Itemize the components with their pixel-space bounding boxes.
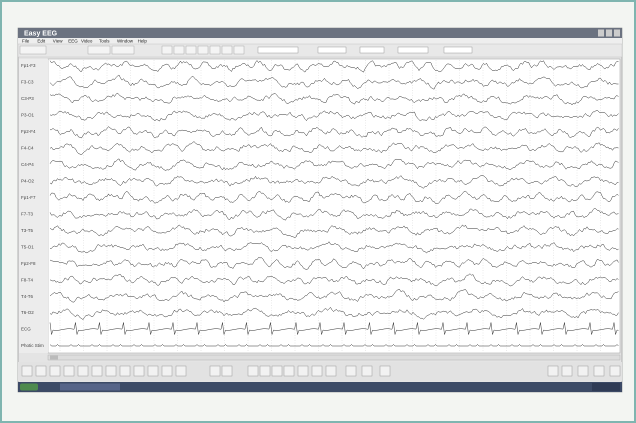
channel-label: F7-T3	[21, 211, 33, 216]
toolbar-button[interactable]	[210, 46, 220, 54]
minimize-button[interactable]	[598, 30, 604, 37]
channel-label: Fp1-F3	[21, 63, 36, 68]
toolbar-button[interactable]	[112, 46, 134, 54]
window-title: Easy EEG	[24, 30, 58, 37]
dropdown[interactable]	[360, 47, 384, 53]
channel-label: T3-T5	[21, 228, 33, 233]
channel-label: P4-O2	[21, 178, 35, 183]
toolbar-button[interactable]	[198, 46, 208, 54]
channel-label: Fp2-F4	[21, 129, 36, 134]
control-button[interactable]	[610, 366, 620, 376]
dropdown[interactable]	[444, 47, 472, 53]
menu-item[interactable]: Edit	[37, 38, 46, 43]
control-button[interactable]	[134, 366, 144, 376]
control-button[interactable]	[326, 366, 336, 376]
toolbar-button[interactable]	[186, 46, 196, 54]
channel-label: F8-T4	[21, 277, 33, 282]
menu-item[interactable]: View	[53, 38, 63, 43]
control-button[interactable]	[578, 366, 588, 376]
control-button[interactable]	[148, 366, 158, 376]
control-button[interactable]	[362, 366, 372, 376]
control-button[interactable]	[106, 366, 116, 376]
menu-item[interactable]: Tools	[99, 38, 110, 43]
control-button[interactable]	[162, 366, 172, 376]
menu-item[interactable]: File	[22, 38, 30, 43]
channel-label: Fp2-F8	[21, 261, 36, 266]
start-button[interactable]	[20, 384, 38, 391]
control-button[interactable]	[92, 366, 102, 376]
control-button[interactable]	[22, 366, 32, 376]
control-button[interactable]	[78, 366, 88, 376]
toolbar-button[interactable]	[88, 46, 110, 54]
channel-label: ECG	[21, 327, 31, 332]
close-button[interactable]	[614, 30, 620, 37]
control-button[interactable]	[272, 366, 282, 376]
channel-label: T5-O1	[21, 244, 34, 249]
scroll-thumb[interactable]	[50, 356, 58, 360]
menu-item[interactable]: Help	[138, 38, 148, 43]
menu-item[interactable]: Window	[117, 38, 134, 43]
toolbar-button[interactable]	[234, 46, 244, 54]
control-button[interactable]	[248, 366, 258, 376]
control-button[interactable]	[594, 366, 604, 376]
control-button[interactable]	[50, 366, 60, 376]
scroll-bar[interactable]	[48, 355, 620, 360]
control-button[interactable]	[120, 366, 130, 376]
control-button[interactable]	[284, 366, 294, 376]
dropdown[interactable]	[318, 47, 346, 53]
channel-label: Photic Stim	[21, 343, 44, 348]
maximize-button[interactable]	[606, 30, 612, 37]
channel-label: F4-C4	[21, 146, 34, 151]
channel-label-column	[19, 59, 48, 353]
channel-label: Fp1-F7	[21, 195, 36, 200]
channel-label: P3-O1	[21, 113, 35, 118]
channel-label: C3-P3	[21, 96, 34, 101]
control-button[interactable]	[562, 366, 572, 376]
eeg-window: Easy EEG File Edit View EEGVideo Tools Window…	[0, 0, 636, 423]
dropdown[interactable]	[258, 47, 298, 53]
toolbar-button[interactable]	[20, 46, 46, 54]
taskbar-item[interactable]	[60, 384, 120, 391]
system-tray	[592, 383, 620, 391]
control-button[interactable]	[380, 366, 390, 376]
control-button[interactable]	[346, 366, 356, 376]
channel-label: T6-O2	[21, 310, 34, 315]
control-button[interactable]	[222, 366, 232, 376]
channel-label: F3-C3	[21, 80, 34, 85]
control-button[interactable]	[210, 366, 220, 376]
channel-label: T4-T6	[21, 294, 33, 299]
dropdown[interactable]	[398, 47, 428, 53]
trace-area	[48, 59, 620, 353]
toolbar-button[interactable]	[162, 46, 172, 54]
menu-item[interactable]: Video	[81, 38, 93, 43]
control-button[interactable]	[176, 366, 186, 376]
control-button[interactable]	[64, 366, 74, 376]
control-button[interactable]	[298, 366, 308, 376]
control-button[interactable]	[36, 366, 46, 376]
control-button[interactable]	[260, 366, 270, 376]
control-button[interactable]	[312, 366, 322, 376]
channel-label: C4-P4	[21, 162, 34, 167]
toolbar-button[interactable]	[222, 46, 232, 54]
toolbar-button[interactable]	[174, 46, 184, 54]
title-bar	[18, 28, 622, 38]
menu-item[interactable]: EEG	[68, 38, 78, 43]
control-button[interactable]	[548, 366, 558, 376]
